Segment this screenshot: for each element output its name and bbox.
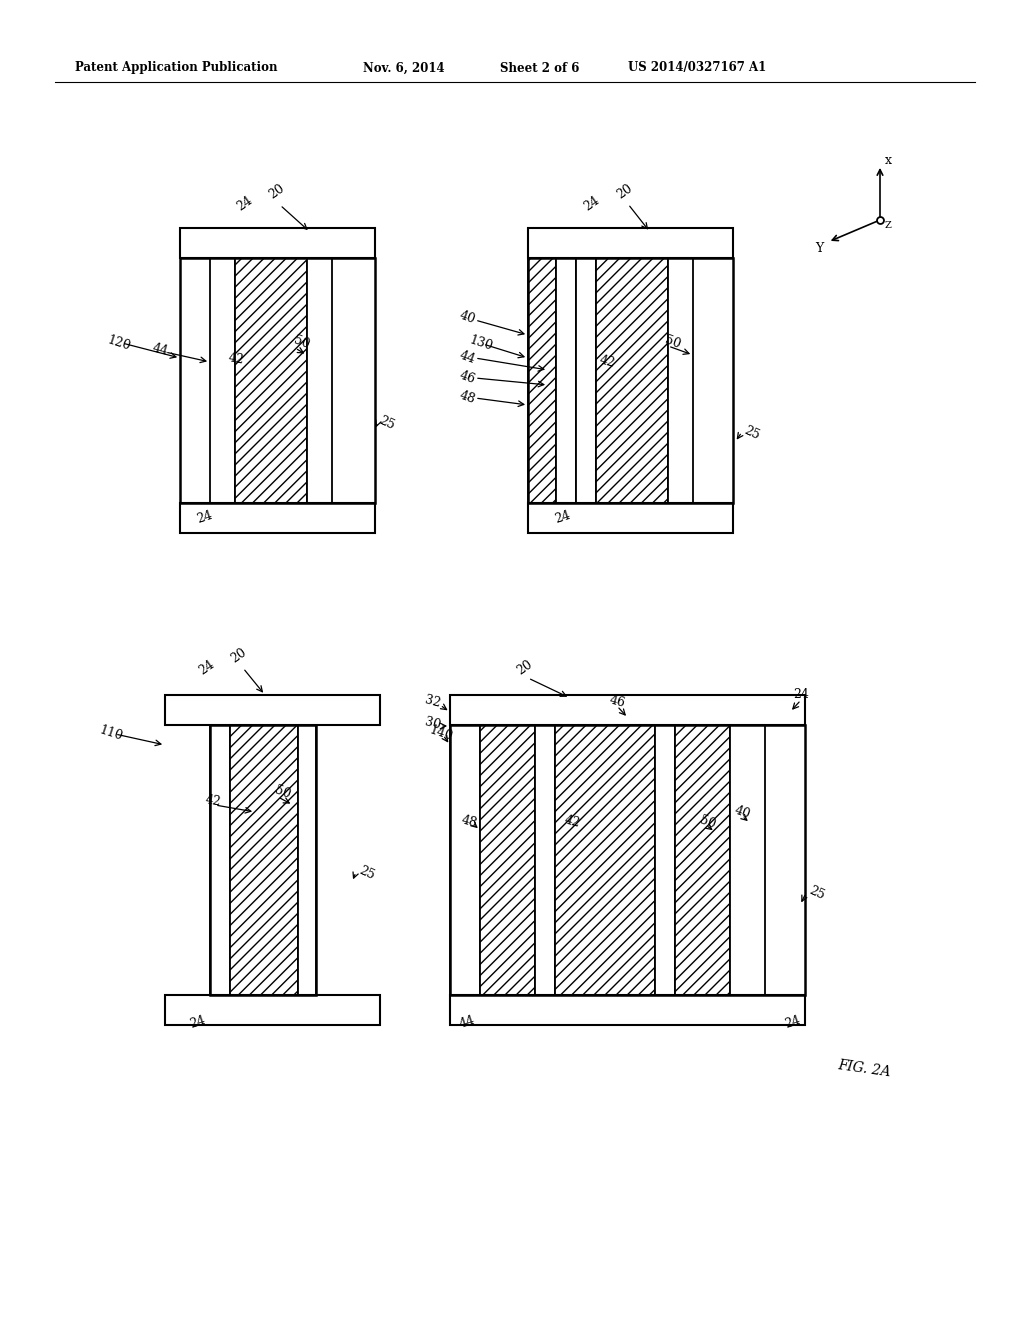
Text: 42: 42: [563, 813, 582, 830]
Bar: [575, 257, 596, 503]
Bar: [210, 725, 230, 995]
Bar: [210, 725, 316, 995]
Bar: [730, 725, 765, 995]
Bar: [596, 257, 668, 503]
Text: 48: 48: [458, 389, 477, 407]
Text: 42: 42: [227, 351, 245, 367]
Text: Nov. 6, 2014: Nov. 6, 2014: [362, 62, 444, 74]
Text: 40: 40: [458, 309, 477, 326]
Bar: [535, 725, 555, 995]
Text: 46: 46: [608, 694, 627, 710]
Text: 44: 44: [458, 348, 477, 367]
Bar: [165, 696, 380, 725]
Bar: [480, 725, 535, 995]
Text: 110: 110: [98, 723, 125, 743]
Text: 24: 24: [234, 194, 255, 214]
Text: 120: 120: [106, 334, 133, 354]
Text: 24: 24: [783, 1014, 802, 1031]
Text: 20: 20: [614, 182, 635, 202]
Bar: [298, 725, 316, 995]
Bar: [528, 257, 556, 503]
Text: 25: 25: [357, 865, 377, 883]
Text: US 2014/0327167 A1: US 2014/0327167 A1: [628, 62, 766, 74]
Text: 42: 42: [204, 793, 222, 809]
Text: 130: 130: [468, 334, 495, 354]
Bar: [210, 257, 234, 503]
Text: 50: 50: [272, 784, 292, 801]
Text: 20: 20: [266, 182, 287, 202]
Text: Patent Application Publication: Patent Application Publication: [75, 62, 278, 74]
Text: 24: 24: [195, 510, 214, 527]
Bar: [307, 257, 332, 503]
Text: 20: 20: [514, 657, 535, 677]
Text: 24: 24: [197, 657, 217, 677]
Text: 50: 50: [292, 334, 311, 351]
Bar: [165, 995, 380, 1026]
Bar: [555, 725, 655, 995]
Bar: [234, 257, 307, 503]
Bar: [556, 257, 575, 503]
Text: 140: 140: [428, 723, 455, 743]
Bar: [180, 257, 375, 503]
Bar: [528, 503, 733, 533]
Text: 46: 46: [458, 368, 477, 387]
Text: 40: 40: [733, 804, 753, 821]
Bar: [528, 257, 733, 503]
Bar: [450, 725, 805, 995]
Text: 20: 20: [228, 645, 249, 665]
Text: 48: 48: [461, 813, 479, 830]
Text: 25: 25: [377, 414, 397, 433]
Text: 24: 24: [188, 1014, 207, 1031]
Text: Sheet 2 of 6: Sheet 2 of 6: [500, 62, 580, 74]
Bar: [180, 228, 375, 257]
Text: FIG. 2A: FIG. 2A: [837, 1059, 892, 1080]
Bar: [450, 725, 480, 995]
Text: 25: 25: [742, 424, 762, 442]
Text: 42: 42: [598, 354, 617, 371]
Text: 24: 24: [793, 689, 809, 701]
Text: 24: 24: [553, 510, 572, 527]
Bar: [450, 696, 805, 725]
Bar: [180, 503, 375, 533]
Text: Z: Z: [885, 220, 892, 230]
Text: 32: 32: [423, 694, 442, 710]
Bar: [675, 725, 730, 995]
Text: x: x: [885, 153, 892, 166]
Text: 24: 24: [582, 194, 602, 214]
Text: 50: 50: [663, 334, 682, 351]
Bar: [450, 995, 805, 1026]
Text: 44: 44: [458, 1014, 477, 1031]
Text: 50: 50: [697, 814, 717, 832]
Text: 30: 30: [423, 715, 442, 733]
Bar: [668, 257, 693, 503]
Text: 25: 25: [807, 884, 827, 903]
Bar: [655, 725, 675, 995]
Text: Y: Y: [815, 242, 823, 255]
Bar: [230, 725, 298, 995]
Bar: [528, 228, 733, 257]
Text: 44: 44: [152, 342, 170, 359]
